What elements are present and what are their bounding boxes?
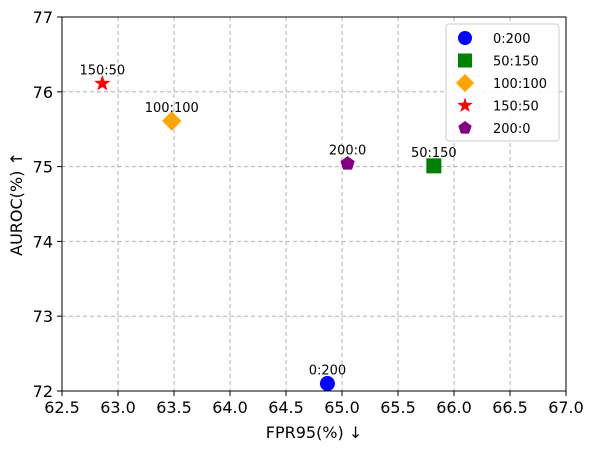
point-label: 50:150 (411, 146, 457, 161)
data-point-star (94, 74, 111, 91)
data-point-diamond (162, 111, 182, 131)
x-tick-label: 65.0 (324, 398, 360, 417)
point-label: 100:100 (145, 101, 199, 116)
point-labels: 0:200 50:150 100:100 150:50 200:0 (79, 64, 456, 379)
point-label: 0:200 (309, 364, 346, 379)
x-tick-label: 62.5 (44, 398, 80, 417)
legend-marker-square (458, 53, 472, 68)
data-points (94, 74, 442, 392)
point-label: 150:50 (79, 64, 125, 79)
x-tick-label: 64.0 (212, 398, 248, 417)
y-tick-label: 77 (33, 8, 53, 27)
point-label: 200:0 (329, 144, 366, 159)
plot-frame (61, 16, 567, 392)
legend-label: 200:0 (493, 122, 530, 137)
y-tick-label: 73 (33, 307, 53, 326)
legend-marker-diamond (455, 73, 475, 93)
axis-ticks: 62.5 63.0 63.5 64.0 64.5 65.0 65.5 66.0 66.5 67.0… (33, 8, 584, 417)
x-tick-label: 66.0 (436, 398, 472, 417)
legend-label: 150:50 (493, 100, 539, 115)
x-tick-label: 64.5 (268, 398, 304, 417)
legend-label: 50:150 (493, 55, 539, 70)
y-tick-label: 76 (33, 83, 53, 102)
legend-box (445, 23, 560, 142)
data-point-circle (319, 376, 335, 392)
x-tick-label: 66.5 (492, 398, 528, 417)
x-axis-label: FPR95(%) ↓ (266, 423, 363, 442)
x-tick-label: 67.0 (548, 398, 584, 417)
y-tick-label: 72 (33, 382, 53, 401)
x-tick-label: 65.5 (380, 398, 416, 417)
x-tick-label: 63.0 (100, 398, 136, 417)
data-point-square (426, 158, 442, 174)
legend-marker-pentagon (458, 121, 472, 134)
y-tick-label: 74 (33, 232, 53, 251)
legend: 0:200 50:150 100:100 150:50 200:0 (445, 23, 560, 142)
legend-marker-circle (458, 31, 472, 45)
y-tick-label: 75 (33, 158, 53, 177)
legend-marker-star (457, 97, 473, 113)
y-axis-label: AUROC(%) ↑ (7, 152, 26, 256)
data-point-pentagon (340, 156, 355, 170)
legend-label: 0:200 (493, 32, 530, 47)
legend-label: 100:100 (493, 77, 547, 92)
grid (62, 17, 566, 391)
x-tick-label: 63.5 (156, 398, 192, 417)
